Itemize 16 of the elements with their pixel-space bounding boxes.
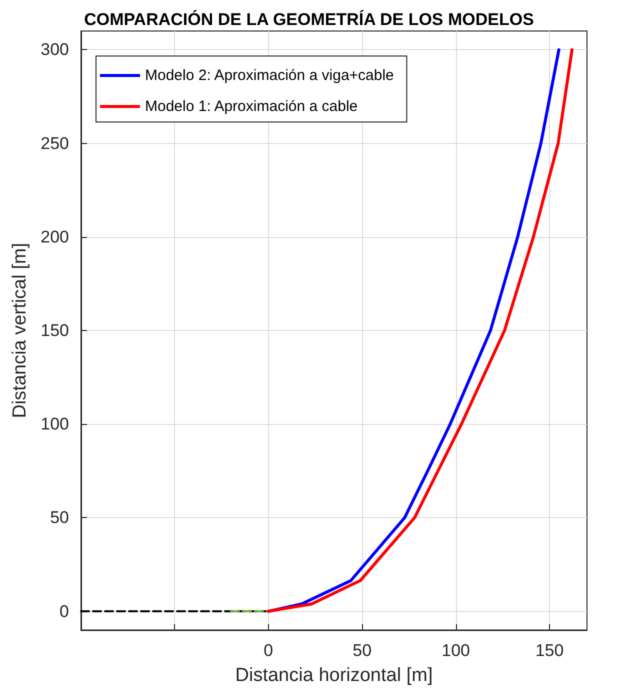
y-tick-label: 200 [40, 227, 69, 246]
legend-label: Modelo 2: Aproximación a viga+cable [145, 67, 394, 84]
chart-title: COMPARACIÓN DE LA GEOMETRÍA DE LOS MODELOS [84, 9, 534, 29]
legend-label: Modelo 1: Aproximación a cable [145, 98, 358, 115]
y-tick-label: 0 [60, 602, 69, 621]
y-tick-label: 150 [40, 321, 69, 340]
y-tick-label: 100 [40, 414, 69, 434]
x-tick-label: 0 [264, 641, 274, 660]
y-tick-label: 250 [40, 134, 69, 153]
y-tick-label: 50 [50, 508, 69, 528]
y-tick-label: 300 [40, 40, 69, 60]
x-tick-label: 150 [535, 641, 564, 660]
x-tick-label: 50 [352, 641, 372, 660]
x-tick-label: 100 [442, 641, 470, 660]
x-axis-title: Distancia horizontal [m] [235, 665, 433, 686]
y-axis-title: Distancia vertical [m] [10, 242, 31, 418]
